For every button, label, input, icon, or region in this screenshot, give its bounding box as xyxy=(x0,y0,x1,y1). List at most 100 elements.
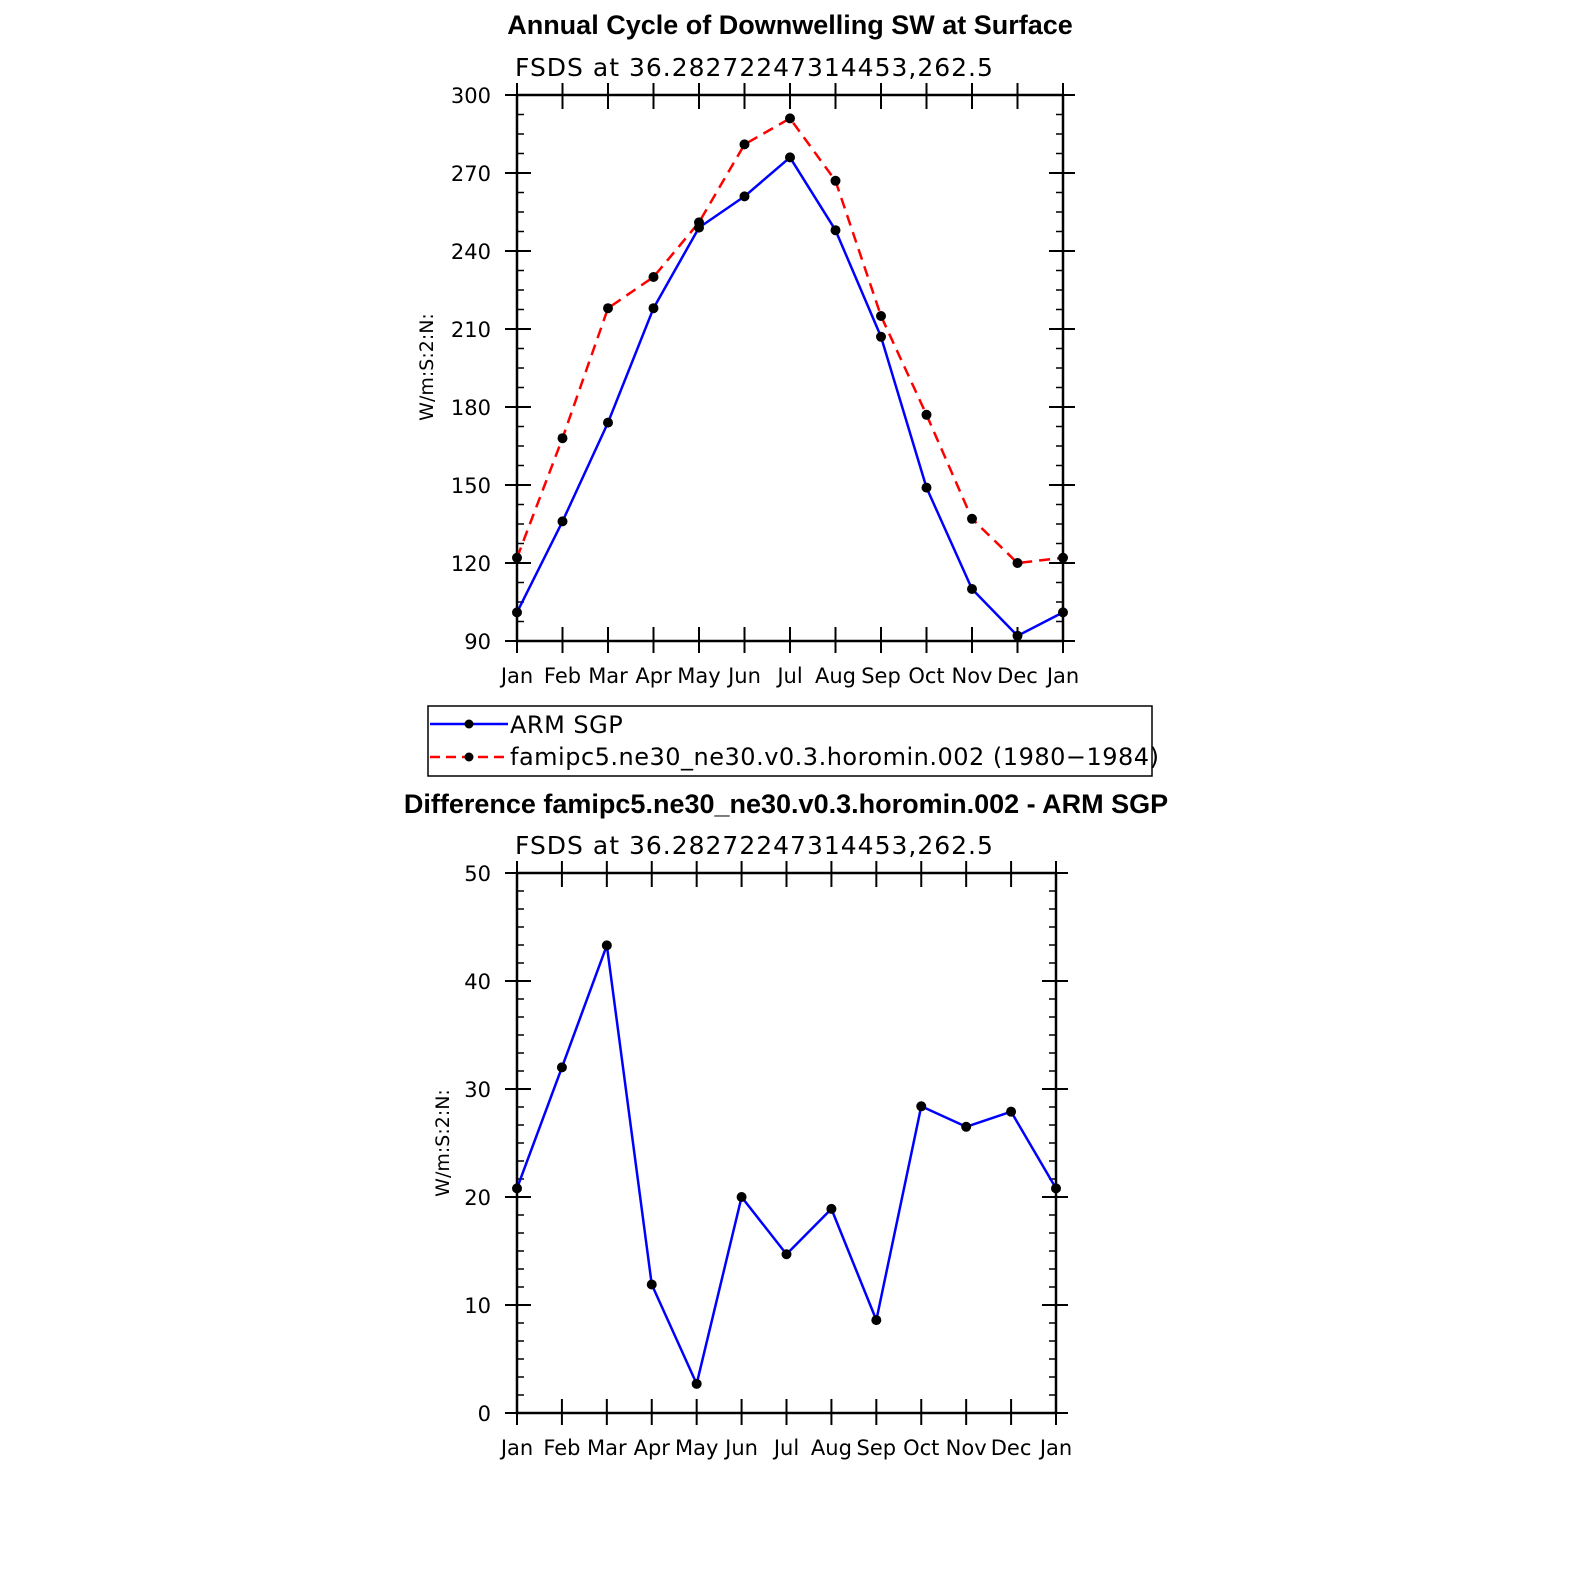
legend-label-model: famipc5.ne30_ne30.v0.3.horomin.002 (1980… xyxy=(510,743,1159,771)
data-point-series-1 xyxy=(603,303,613,314)
x-tick-label: Mar xyxy=(588,664,628,688)
data-point-series-0 xyxy=(871,1315,882,1326)
data-point-series-0 xyxy=(736,1192,747,1202)
x-tick-label: Jan xyxy=(1045,664,1079,688)
series-line-1 xyxy=(515,117,1064,565)
data-point-series-0 xyxy=(646,1279,657,1290)
data-point-series-0 xyxy=(781,1249,792,1260)
series-group xyxy=(512,940,1061,1389)
x-tick-label: Jul xyxy=(772,1436,799,1460)
data-point-series-0 xyxy=(691,1378,702,1389)
data-point-series-0 xyxy=(512,1183,522,1194)
data-point-series-1 xyxy=(1012,558,1023,568)
legend: ARM SGP famipc5.ne30_ne30.v0.3.horomin.0… xyxy=(427,705,1159,777)
y-axis-label: W/m:S:2:N: xyxy=(432,1089,454,1197)
y-axis-label: W/m:S:2:N: xyxy=(416,313,438,421)
x-tick-label: Nov xyxy=(952,664,993,688)
y-tick-label: 300 xyxy=(451,84,491,108)
data-point-series-0 xyxy=(1006,1106,1017,1117)
data-point-series-1 xyxy=(739,139,750,150)
axes-frame xyxy=(505,861,1068,1425)
legend-marker-arm-sgp xyxy=(464,719,474,729)
x-tick-labels: Jan Feb Mar Apr May Jun Jul Aug Sep Oct Nov Dec Jan xyxy=(499,664,1079,688)
data-point-series-0 xyxy=(1051,1183,1061,1194)
y-tick-label: 240 xyxy=(451,240,491,264)
chart-subtitle: FSDS at 36.28272247314453,262.5 xyxy=(515,831,994,860)
x-tick-label: Jun xyxy=(723,1436,758,1460)
x-tick-label: Aug xyxy=(815,664,856,688)
chart-title: Difference famipc5.ne30_ne30.v0.3.horomi… xyxy=(404,789,1168,819)
legend-label-arm-sgp: ARM SGP xyxy=(510,711,623,739)
x-tick-label: Apr xyxy=(635,664,672,688)
data-point-series-0 xyxy=(601,940,612,951)
plot-frame xyxy=(515,871,1058,1415)
x-tick-label: Dec xyxy=(991,1436,1032,1460)
data-point-series-1 xyxy=(557,433,568,444)
data-point-series-1 xyxy=(967,513,977,524)
chart-subtitle: FSDS at 36.28272247314453,262.5 xyxy=(515,53,994,82)
y-tick-label: 30 xyxy=(464,1078,491,1102)
x-tick-label: Mar xyxy=(587,1436,627,1460)
x-tick-label: Sep xyxy=(857,1436,897,1460)
data-point-series-1 xyxy=(512,552,522,563)
data-point-series-0 xyxy=(557,516,568,527)
y-tick-label: 150 xyxy=(451,474,491,498)
data-point-series-0 xyxy=(785,152,795,163)
series-line-0 xyxy=(515,156,1064,638)
data-point-series-1 xyxy=(648,272,659,282)
x-tick-label: Feb xyxy=(543,1436,580,1460)
y-tick-label: 120 xyxy=(451,552,491,576)
data-point-series-1 xyxy=(830,175,841,186)
data-point-series-0 xyxy=(916,1101,927,1112)
y-tick-label: 90 xyxy=(464,630,491,654)
y-tick-labels: 90 120 150 180 210 240 270 300 xyxy=(451,84,491,654)
data-point-series-0 xyxy=(512,607,522,618)
data-point-series-1 xyxy=(694,217,704,228)
data-point-series-0 xyxy=(826,1203,837,1214)
chart-title: Annual Cycle of Downwelling SW at Surfac… xyxy=(507,10,1073,40)
y-tick-label: 10 xyxy=(464,1294,491,1318)
x-tick-label: Jul xyxy=(775,664,802,688)
plot-frame xyxy=(515,93,1065,643)
x-tick-label: Feb xyxy=(544,664,581,688)
y-tick-label: 270 xyxy=(451,162,491,186)
x-tick-label: Jan xyxy=(499,664,533,688)
difference-panel: Difference famipc5.ne30_ne30.v0.3.horomi… xyxy=(404,789,1168,1460)
series-line-0 xyxy=(515,944,1058,1386)
data-point-series-0 xyxy=(830,225,841,236)
x-tick-label: Sep xyxy=(861,664,901,688)
y-tick-labels: 0 10 20 30 40 50 xyxy=(464,862,491,1426)
y-tick-label: 210 xyxy=(451,318,491,342)
series-group xyxy=(512,113,1068,641)
x-tick-label: Aug xyxy=(811,1436,852,1460)
x-tick-label: Dec xyxy=(997,664,1038,688)
x-tick-label: Jun xyxy=(726,664,761,688)
data-point-series-1 xyxy=(921,409,932,420)
axes-frame xyxy=(505,83,1075,653)
data-point-series-0 xyxy=(603,417,613,428)
y-tick-label: 180 xyxy=(451,396,491,420)
data-point-series-0 xyxy=(967,584,977,594)
data-point-series-0 xyxy=(556,1062,567,1073)
x-tick-label: Oct xyxy=(903,1436,939,1460)
y-tick-label: 0 xyxy=(478,1402,491,1426)
data-point-series-0 xyxy=(921,482,932,493)
data-point-series-1 xyxy=(785,113,795,124)
legend-box xyxy=(427,705,1153,777)
x-tick-label: Nov xyxy=(946,1436,987,1460)
x-tick-label: May xyxy=(675,1436,718,1460)
data-point-series-1 xyxy=(876,311,886,321)
x-tick-label: Jan xyxy=(1038,1436,1072,1460)
x-tick-label: Oct xyxy=(908,664,944,688)
data-point-series-0 xyxy=(961,1121,972,1132)
data-point-series-0 xyxy=(1012,630,1023,641)
y-tick-label: 40 xyxy=(464,970,491,994)
y-tick-label: 20 xyxy=(464,1186,491,1210)
data-point-series-1 xyxy=(1058,552,1068,563)
x-tick-label: Jan xyxy=(499,1436,533,1460)
data-point-series-0 xyxy=(648,303,659,314)
data-point-series-0 xyxy=(876,331,886,342)
x-tick-labels: Jan Feb Mar Apr May Jun Jul Aug Sep Oct Nov Dec Jan xyxy=(499,1436,1072,1460)
x-tick-label: May xyxy=(677,664,720,688)
